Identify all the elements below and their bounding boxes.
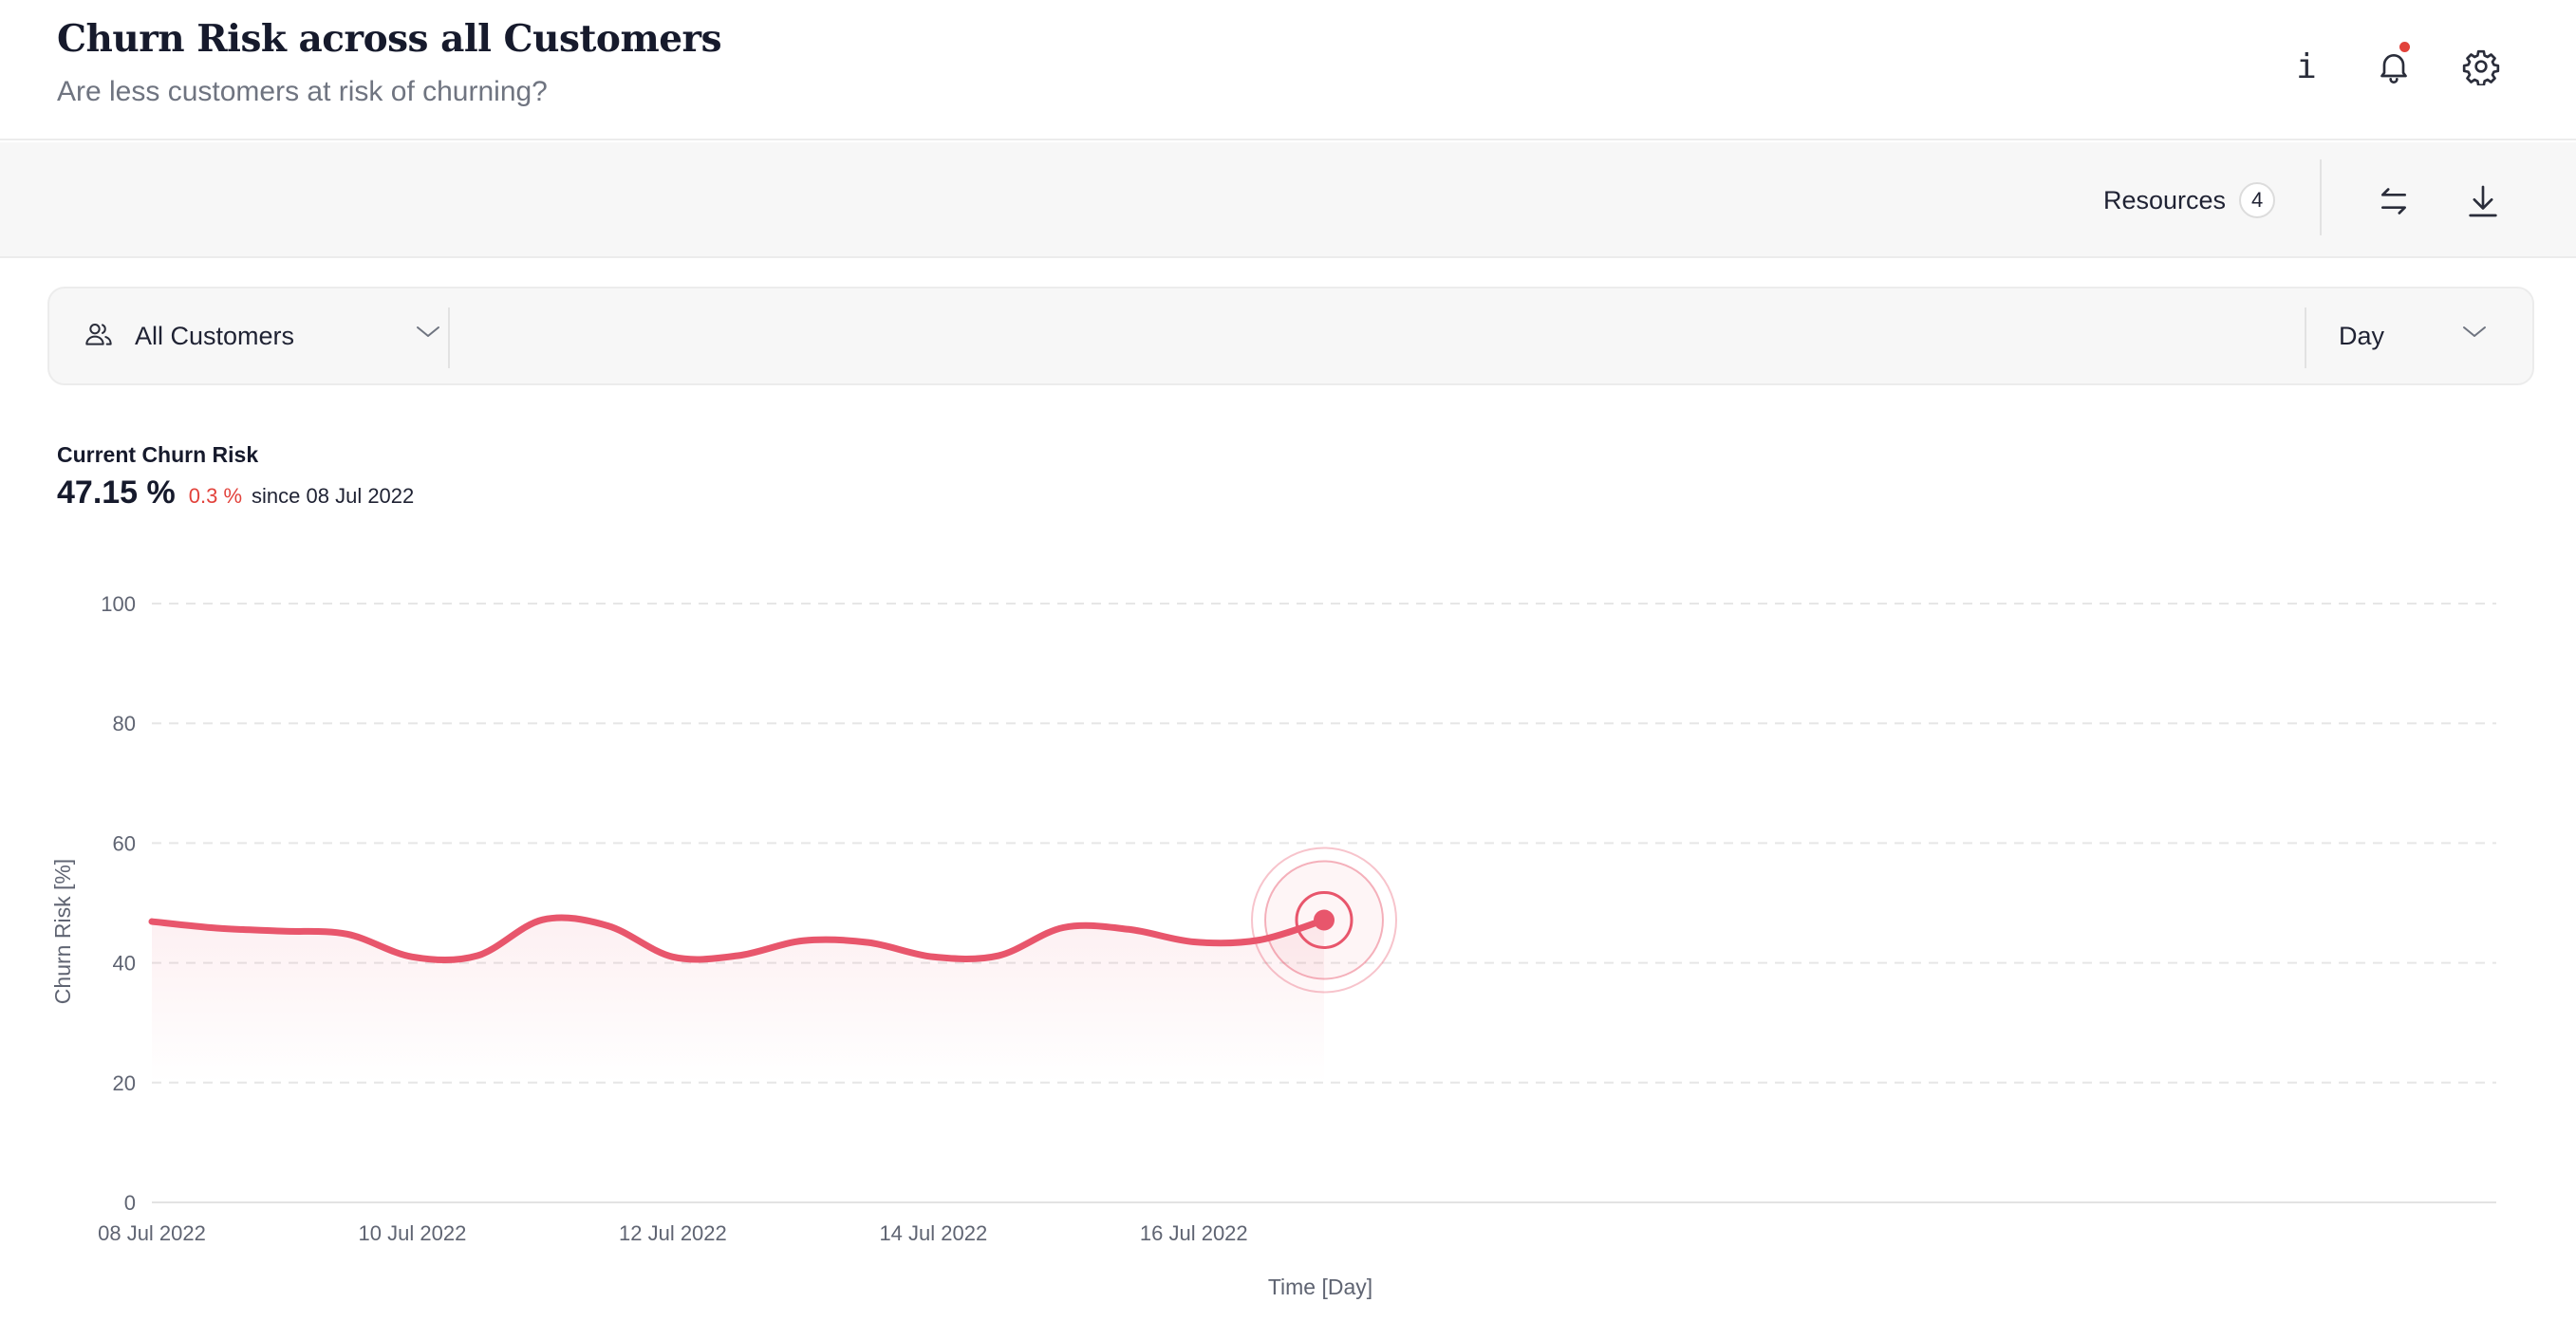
data-point — [736, 953, 741, 958]
gear-icon[interactable] — [2456, 42, 2506, 91]
last-point-ring — [1295, 890, 1353, 949]
y-tick-label: 60 — [113, 831, 136, 855]
resources-label: Resources — [2103, 185, 2227, 214]
x-tick-label: 16 Jul 2022 — [1140, 1221, 1248, 1245]
last-point-marker — [1314, 909, 1335, 931]
kpi-change: 0.3 % — [188, 484, 243, 508]
data-point — [670, 954, 676, 959]
data-point — [1191, 940, 1197, 945]
customer-segment-dropdown[interactable]: All Customers — [84, 288, 454, 383]
data-point — [409, 954, 415, 959]
data-point — [1256, 938, 1261, 943]
data-point — [1061, 924, 1067, 930]
page-title: Churn Risk across all Customers — [57, 17, 722, 61]
page-subtitle: Are less customers at risk of churning? — [57, 76, 548, 107]
data-point — [149, 919, 155, 924]
y-tick-label: 100 — [101, 592, 136, 616]
info-icon[interactable]: i — [2296, 47, 2317, 86]
x-tick-label: 12 Jul 2022 — [619, 1221, 727, 1245]
y-tick-label: 0 — [124, 1191, 136, 1215]
y-tick-label: 80 — [113, 712, 136, 735]
download-icon[interactable] — [2458, 177, 2508, 226]
page-header: Churn Risk across all Customers Are less… — [0, 0, 2576, 140]
x-axis-label: Time [Day] — [1268, 1275, 1372, 1299]
kpi-value: 47.15 % — [57, 475, 176, 511]
filter-bar: All Customers Day — [47, 287, 2534, 385]
customers-icon — [84, 319, 114, 354]
y-axis-label: Churn Risk [%] — [50, 859, 75, 1004]
notification-dot — [2399, 42, 2410, 52]
data-point — [279, 928, 285, 934]
data-point — [800, 938, 806, 943]
last-point-halo-outer — [1251, 847, 1397, 994]
y-tick-label: 20 — [113, 1071, 136, 1095]
data-point — [996, 953, 1001, 958]
customer-segment-value: All Customers — [135, 321, 295, 350]
x-tick-label: 14 Jul 2022 — [879, 1221, 987, 1245]
data-point — [605, 922, 610, 928]
period-dropdown[interactable]: Day — [2339, 288, 2529, 383]
data-point — [1126, 926, 1131, 932]
data-point — [866, 940, 871, 945]
series-area — [152, 917, 1324, 1083]
toolbar: Resources 4 — [0, 142, 2576, 258]
kpi-row: 47.15 % 0.3 % since 08 Jul 2022 — [57, 475, 414, 512]
x-tick-label: 08 Jul 2022 — [98, 1221, 206, 1245]
swap-arrows-icon[interactable] — [2369, 177, 2418, 226]
resources-button[interactable]: Resources 4 — [2103, 178, 2276, 222]
chart-svg: 0 20 40 60 80 100 08 Jul 2022 10 Jul 2022 12 Jul… — [50, 592, 2496, 1299]
data-point — [930, 954, 936, 959]
y-tick-label: 40 — [113, 952, 136, 976]
chevron-down-icon — [416, 325, 440, 344]
x-tick-label: 10 Jul 2022 — [359, 1221, 467, 1245]
filter-divider — [448, 307, 450, 368]
churn-risk-chart: 0 20 40 60 80 100 08 Jul 2022 10 Jul 2022 12 Jul… — [0, 531, 2576, 1329]
data-point — [215, 925, 220, 931]
toolbar-divider — [2320, 159, 2322, 235]
filter-divider — [2305, 307, 2306, 368]
data-point — [540, 917, 546, 922]
kpi-since: since 08 Jul 2022 — [252, 484, 415, 508]
data-point — [475, 953, 480, 958]
kpi-label: Current Churn Risk — [57, 442, 259, 467]
data-point — [345, 931, 350, 937]
period-value: Day — [2339, 321, 2385, 350]
series-line — [148, 914, 1328, 963]
chevron-down-icon — [2462, 325, 2487, 344]
resources-count-badge: 4 — [2239, 182, 2276, 218]
bell-icon[interactable] — [2369, 42, 2418, 91]
